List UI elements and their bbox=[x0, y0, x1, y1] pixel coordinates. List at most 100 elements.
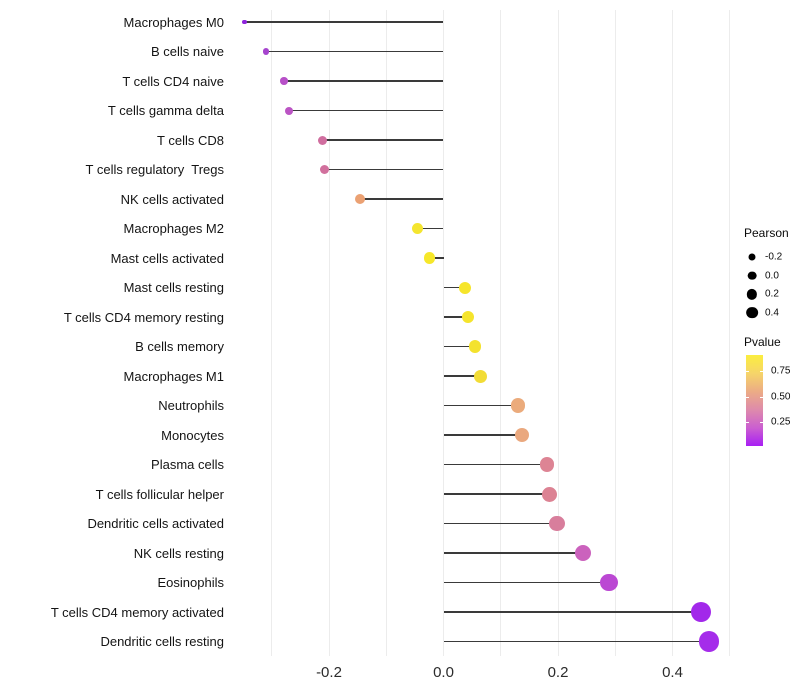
legend-pearson-dot bbox=[747, 271, 757, 281]
legend-pearson: Pearson -0.2 0.0 0.2 0.4 bbox=[744, 226, 798, 322]
lollipop-dot bbox=[459, 281, 472, 294]
y-axis-label: T cells gamma delta bbox=[107, 103, 224, 118]
y-axis-label: Eosinophils bbox=[157, 575, 225, 590]
gridline bbox=[328, 10, 330, 656]
lollipop-dot bbox=[320, 165, 330, 174]
lollipop-dot bbox=[354, 194, 365, 204]
y-axis-label: Macrophages M2 bbox=[123, 221, 224, 236]
lollipop-dot bbox=[600, 573, 618, 592]
y-axis-label: NK cells resting bbox=[133, 545, 224, 561]
y-axis-label: Monocytes bbox=[161, 427, 224, 443]
y-axis-label: T cells regulatory Tregs bbox=[85, 162, 224, 177]
legend-pvalue-title: Pvalue bbox=[744, 335, 781, 349]
lollipop-stem bbox=[266, 50, 444, 53]
lollipop-dot bbox=[284, 106, 293, 115]
pvalue-tick-label: 0.25 bbox=[771, 416, 791, 428]
pvalue-tick-mark bbox=[746, 396, 749, 398]
lollipop-stem bbox=[429, 257, 444, 259]
legend-pearson-label: 0.0 bbox=[765, 270, 779, 282]
legend-pearson-entry: 0.4 bbox=[744, 304, 798, 323]
lollipop-stem bbox=[324, 168, 444, 171]
lollipop-dot bbox=[262, 48, 270, 55]
gridline bbox=[385, 10, 387, 656]
pvalue-tick-mark bbox=[760, 396, 763, 398]
y-axis-label: Dendritic cells resting bbox=[100, 634, 224, 649]
pvalue-tick-label: 0.75 bbox=[771, 365, 791, 377]
x-tick-label: 0.4 bbox=[662, 664, 683, 681]
legend-pearson-dot bbox=[746, 306, 758, 319]
lollipop-stem bbox=[244, 21, 444, 23]
lollipop-dot bbox=[539, 457, 555, 472]
lollipop-stem bbox=[443, 640, 710, 643]
gridline bbox=[500, 10, 502, 656]
gridline bbox=[614, 10, 616, 656]
lollipop-dot bbox=[280, 77, 288, 85]
legend-pvalue: Pvalue 0.75 0.50 0.25 bbox=[744, 335, 798, 446]
y-axis-label: NK cells activated bbox=[120, 191, 224, 207]
gridline bbox=[672, 10, 673, 656]
lollipop-dot bbox=[575, 544, 592, 562]
lollipop-dot bbox=[549, 515, 565, 532]
y-axis-label: B cells memory bbox=[135, 339, 224, 354]
lollipop-stem bbox=[359, 198, 444, 200]
lollipop-dot bbox=[691, 602, 712, 622]
legend-pearson-label: 0.4 bbox=[765, 307, 779, 319]
pvalue-tick-mark bbox=[760, 422, 763, 424]
lollipop-stem bbox=[322, 139, 444, 141]
lollipop-stem bbox=[443, 552, 584, 554]
y-axis-label: Macrophages M1 bbox=[123, 368, 224, 384]
y-axis-label: T cells follicular helper bbox=[95, 486, 224, 502]
y-axis-label: T cells CD4 memory activated bbox=[50, 604, 224, 620]
lollipop-stem bbox=[443, 581, 609, 584]
lollipop-stem bbox=[417, 227, 444, 230]
lollipop-stem bbox=[443, 493, 550, 495]
pvalue-tick-mark bbox=[746, 371, 749, 373]
lollipop-stem bbox=[443, 611, 702, 613]
pvalue-tick-label: 0.50 bbox=[771, 391, 791, 403]
lollipop-dot bbox=[242, 19, 247, 25]
lollipop-dot bbox=[461, 310, 475, 324]
legend-pearson-entry: 0.0 bbox=[744, 267, 798, 286]
lollipop-dot bbox=[698, 631, 720, 652]
lollipop-stem bbox=[443, 522, 557, 525]
y-axis-label: Neutrophils bbox=[158, 398, 224, 413]
x-tick-label: 0.0 bbox=[433, 664, 454, 681]
pvalue-tick-mark bbox=[746, 422, 749, 424]
legend-pearson-entries: -0.2 0.0 0.2 0.4 bbox=[744, 248, 798, 322]
pvalue-gradient-bar: 0.75 0.50 0.25 bbox=[746, 355, 790, 446]
lollipop-dot bbox=[514, 427, 530, 443]
lollipop-stem bbox=[283, 80, 444, 82]
y-axis-label: T cells CD4 naive bbox=[122, 73, 224, 89]
x-tick-label: -0.2 bbox=[316, 664, 342, 681]
y-axis-label: Macrophages M0 bbox=[123, 14, 224, 30]
lollipop-stem bbox=[443, 345, 475, 348]
legend-pearson-label: -0.2 bbox=[765, 251, 783, 263]
lollipop-dot bbox=[542, 486, 558, 502]
gridline bbox=[729, 10, 731, 656]
gridline bbox=[271, 10, 273, 656]
pvalue-tick-mark bbox=[760, 371, 763, 373]
y-axis-label: T cells CD4 memory resting bbox=[63, 309, 224, 325]
y-axis-label: Dendritic cells activated bbox=[87, 516, 224, 531]
lollipop-dot bbox=[317, 135, 327, 145]
lollipop-stem bbox=[288, 109, 444, 112]
lollipop-stem bbox=[443, 434, 522, 436]
lollipop-dot bbox=[412, 222, 424, 235]
legend-pearson-label: 0.2 bbox=[765, 288, 779, 300]
lollipop-stem bbox=[443, 375, 481, 377]
y-axis-label: Mast cells activated bbox=[110, 250, 224, 266]
y-axis-label: Plasma cells bbox=[151, 457, 224, 472]
legend-pearson-entry: 0.2 bbox=[744, 285, 798, 304]
gridline bbox=[557, 10, 559, 656]
lollipop-stem bbox=[443, 316, 469, 318]
lollipop-dot bbox=[473, 369, 487, 383]
y-axis-label: T cells CD8 bbox=[157, 132, 224, 148]
y-axis-label: B cells naive bbox=[151, 44, 224, 59]
legend-pearson-dot bbox=[748, 253, 756, 261]
legend-pearson-title: Pearson bbox=[744, 226, 789, 240]
lollipop-dot bbox=[468, 340, 482, 353]
lollipop-dot bbox=[423, 252, 435, 264]
lollipop-stem bbox=[443, 286, 466, 289]
lollipop-stem bbox=[443, 404, 518, 407]
